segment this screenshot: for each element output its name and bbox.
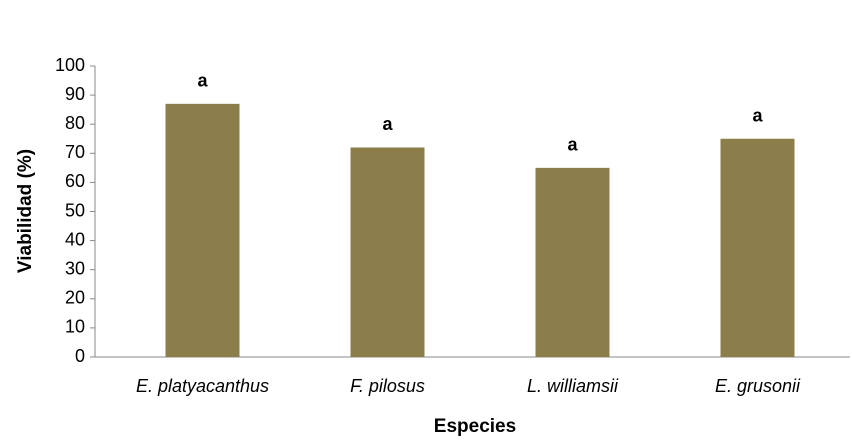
x-tick-label: E. platyacanthus <box>136 376 269 396</box>
bar <box>350 147 425 357</box>
y-tick-label: 10 <box>65 317 85 337</box>
y-tick-label: 60 <box>65 171 85 191</box>
y-tick-label: 0 <box>75 346 85 366</box>
y-tick-label: 30 <box>65 258 85 278</box>
bar-annotation: a <box>567 135 578 155</box>
y-tick-label: 20 <box>65 288 85 308</box>
x-tick-label: L. williamsii <box>527 376 619 396</box>
y-tick-label: 70 <box>65 142 85 162</box>
y-tick-label: 40 <box>65 229 85 249</box>
y-axis-label: Viabilidad (%) <box>15 149 36 273</box>
x-tick-label: F. pilosus <box>350 376 425 396</box>
bar <box>720 138 795 357</box>
bar-annotation: a <box>197 71 208 91</box>
bar <box>535 167 610 357</box>
bar <box>165 103 240 357</box>
x-tick-label: E. grusonii <box>715 376 801 396</box>
bar-annotation: a <box>752 106 763 126</box>
y-tick-label: 90 <box>65 84 85 104</box>
y-tick-label: 80 <box>65 113 85 133</box>
x-axis-label: Especies <box>434 416 516 437</box>
y-tick-label: 50 <box>65 200 85 220</box>
y-tick-label: 100 <box>55 55 85 75</box>
bar-annotation: a <box>382 114 393 134</box>
